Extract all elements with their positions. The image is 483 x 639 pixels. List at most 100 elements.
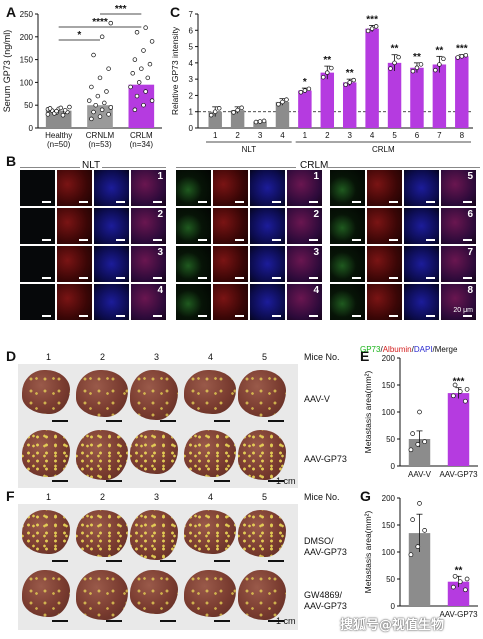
data-point [437, 62, 442, 67]
data-point [457, 579, 463, 585]
micrograph-green [176, 284, 211, 320]
micrograph-red [213, 170, 248, 206]
scale-bar [389, 315, 398, 317]
bar [408, 533, 431, 606]
data-point [147, 61, 153, 67]
micrograph-green [330, 284, 365, 320]
micrograph-panel: NLT CRLM 1 2 3 4 1 2 3 4 5 6 7 8 20 μm GP73/Albumin/… [0, 160, 483, 354]
scale-bar [352, 201, 361, 203]
data-point [392, 60, 397, 66]
data-point [132, 57, 138, 62]
liver-specimen [184, 370, 236, 414]
data-point [418, 62, 424, 67]
micrograph-number: 6 [467, 209, 473, 220]
scale-bar [214, 420, 230, 422]
y-tick-label: 4 [189, 59, 194, 68]
data-point [47, 106, 53, 111]
data-point [134, 93, 140, 99]
scale-bar [352, 277, 361, 279]
data-point [276, 101, 281, 107]
y-tick-label: 100 [382, 408, 396, 417]
micrograph-number: 8 [467, 285, 473, 296]
x-tick-label: 2 [235, 131, 240, 140]
bar [298, 90, 312, 128]
scale-bar [52, 480, 68, 482]
micrograph-green [20, 208, 55, 244]
data-point [86, 98, 92, 103]
scale-bar [389, 201, 398, 203]
micrograph-blue [250, 208, 285, 244]
panel-letter-c: C [170, 4, 181, 20]
data-point [261, 118, 267, 124]
liver-specimen [184, 570, 236, 617]
legend-entry: /Merge [432, 345, 458, 354]
chart-g: 0 50 100 150 200 Metastasis area(mm²) ** AAV-GP… [363, 494, 478, 619]
x-tick-label: 5 [392, 131, 397, 140]
nlt-header-rule-left [20, 167, 80, 168]
data-point [452, 382, 458, 388]
micrograph-blue [250, 284, 285, 320]
chart-c: 0 1 2 3 4 5 6 7 Relative GP73 intensity 1 2 3 4 * 1 ** 2… [170, 10, 473, 154]
data-point [253, 119, 259, 125]
scale-bar [116, 315, 125, 317]
scale-bar [426, 239, 435, 241]
micrograph-green [176, 246, 211, 282]
micrograph-number: 3 [157, 247, 163, 258]
scale-bar [42, 239, 51, 241]
micrograph-blue [94, 208, 129, 244]
data-point [106, 112, 111, 117]
data-point [396, 54, 401, 60]
data-point [351, 77, 356, 83]
x-sublabel: (n=50) [47, 140, 71, 149]
chart-e: 0 50 100 150 200 Metastasis area(mm²) AAV-V ***… [363, 354, 478, 479]
scale-bar-label: 1 cm [276, 616, 296, 626]
data-point [106, 66, 111, 71]
y-tick-label: 100 [20, 78, 34, 87]
y-tick-label: 0 [391, 462, 396, 471]
data-point [321, 74, 326, 80]
data-point [463, 52, 469, 58]
significance-label: ** [346, 68, 354, 79]
significance-label: * [303, 77, 307, 88]
data-point [415, 442, 421, 447]
scale-bar [198, 201, 207, 203]
x-tick-label: 6 [415, 131, 420, 140]
scale-bar [463, 239, 472, 241]
data-point [459, 54, 465, 59]
data-point [365, 28, 371, 34]
data-point [325, 70, 330, 75]
bar [455, 56, 469, 128]
data-point [208, 112, 214, 118]
bar [128, 84, 155, 128]
liver-specimen [238, 370, 286, 417]
micrograph-number: 7 [467, 247, 473, 258]
mouse-number: 4 [208, 492, 214, 502]
y-axis-label: Metastasis area(mm²) [363, 511, 373, 594]
data-point [104, 89, 109, 94]
mouse-number: 5 [262, 352, 268, 362]
scale-bar [268, 420, 284, 422]
mouse-number: 1 [46, 352, 52, 362]
scale-bar [272, 277, 281, 279]
data-point [141, 102, 146, 108]
scale-bar [153, 239, 162, 241]
data-point [451, 584, 456, 590]
significance-label: *** [456, 44, 468, 55]
row-label: AAV-GP73 [304, 454, 347, 464]
micrograph-red [57, 246, 92, 282]
data-point [149, 39, 155, 44]
row-label: AAV-V [304, 394, 330, 404]
micrograph-number: 5 [467, 171, 473, 182]
micrograph-number: 4 [157, 285, 163, 296]
micrograph-green [330, 208, 365, 244]
data-point [408, 447, 414, 453]
scale-bar [352, 315, 361, 317]
bar [432, 64, 447, 128]
scale-bar [79, 315, 88, 317]
y-tick-label: 200 [20, 33, 34, 42]
data-point [464, 386, 470, 392]
data-point [62, 107, 68, 113]
y-tick-label: 3 [189, 75, 194, 84]
data-point [132, 107, 138, 113]
row-label: GW4869/ [304, 590, 343, 600]
